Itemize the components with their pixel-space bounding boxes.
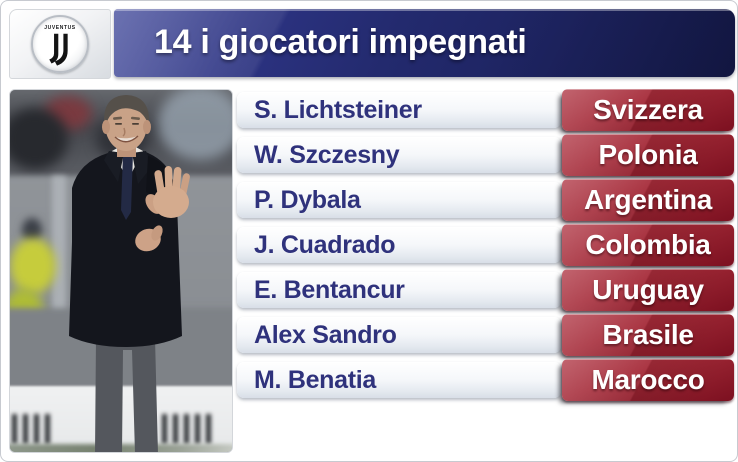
player-name-bar: M. Benatia (237, 362, 561, 398)
player-country: Argentina (584, 184, 712, 215)
player-row: S. Lichtsteiner Svizzera (237, 89, 734, 131)
player-name: J. Cuadrado (254, 230, 396, 259)
player-country-bar: Colombia (562, 224, 734, 266)
club-logo-box: JUVENTUS (9, 9, 111, 79)
player-country: Marocco (591, 364, 705, 395)
player-name: P. Dybala (254, 185, 361, 214)
player-list: S. Lichtsteiner Svizzera W. Szczesny Pol… (237, 89, 734, 401)
juventus-logo-text: JUVENTUS (44, 24, 76, 31)
page-title: 14 i giocatori impegnati (154, 23, 527, 61)
ad-board-logo-left (12, 414, 54, 444)
player-name-bar: S. Lichtsteiner (237, 92, 561, 128)
title-bar: 14 i giocatori impegnati (114, 9, 735, 77)
player-row: J. Cuadrado Colombia (237, 224, 734, 266)
player-country-bar: Marocco (562, 359, 734, 401)
coach-raised-hand (145, 166, 190, 218)
coach-head (102, 95, 151, 157)
player-name: S. Lichtsteiner (254, 95, 422, 124)
juventus-j-mark-icon (49, 33, 68, 66)
player-name: M. Benatia (254, 365, 377, 394)
stadium-pillar (52, 176, 66, 316)
player-country: Svizzera (593, 94, 703, 125)
player-name: Alex Sandro (254, 320, 397, 349)
player-row: Alex Sandro Brasile (237, 314, 734, 356)
crowd-dark-blob (10, 108, 68, 170)
player-row: E. Bentancur Uruguay (237, 269, 734, 311)
player-country-bar: Brasile (562, 314, 734, 356)
player-row: P. Dybala Argentina (237, 179, 734, 221)
player-row: W. Szczesny Polonia (237, 134, 734, 176)
player-country: Brasile (602, 319, 694, 350)
coach-photo (9, 89, 233, 453)
ad-board-logo-right (162, 414, 216, 444)
player-country: Colombia (585, 229, 711, 260)
player-name-bar: Alex Sandro (237, 317, 561, 353)
player-name-bar: E. Bentancur (237, 272, 561, 308)
stadium-glass-blob (158, 90, 232, 160)
player-country: Uruguay (592, 274, 704, 305)
player-country-bar: Polonia (562, 134, 734, 176)
player-country-bar: Svizzera (562, 89, 734, 131)
steward-head (22, 218, 42, 242)
steward-hi-vis-vest (10, 238, 56, 294)
player-name: E. Bentancur (254, 275, 405, 304)
player-country-bar: Argentina (562, 179, 734, 221)
juventus-logo-icon: JUVENTUS (31, 15, 89, 73)
player-row: M. Benatia Marocco (237, 359, 734, 401)
coach-trousers (95, 338, 158, 452)
coach-left-hand (135, 225, 163, 252)
player-country: Polonia (598, 139, 698, 170)
player-name: W. Szczesny (254, 140, 400, 169)
player-name-bar: J. Cuadrado (237, 227, 561, 263)
coach-tie (121, 153, 133, 220)
player-country-bar: Uruguay (562, 269, 734, 311)
player-name-bar: P. Dybala (237, 182, 561, 218)
player-name-bar: W. Szczesny (237, 137, 561, 173)
coach-figure (69, 95, 190, 452)
